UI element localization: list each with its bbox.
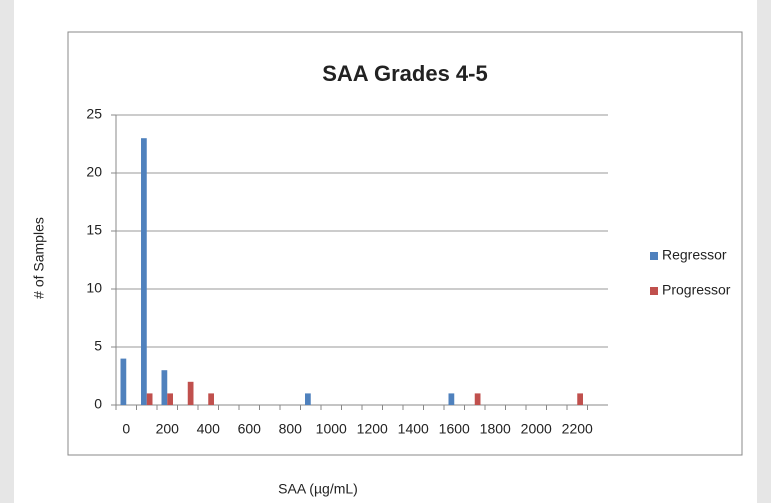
x-axis-label: SAA (µg/mL) — [278, 481, 358, 497]
bar — [120, 358, 127, 405]
y-tick-label: 20 — [86, 164, 102, 180]
bar — [305, 393, 311, 405]
x-tick-label: 1000 — [316, 421, 347, 437]
legend-label: Progressor — [662, 282, 731, 298]
y-tick-label: 10 — [86, 280, 102, 296]
chart-title: SAA Grades 4-5 — [322, 61, 487, 86]
y-axis-label: # of Samples — [31, 217, 47, 299]
x-tick-label: 1600 — [439, 421, 470, 437]
x-tick-label: 200 — [156, 421, 180, 437]
x-tick-label: 2000 — [521, 421, 552, 437]
bar — [448, 393, 455, 405]
legend-swatch — [650, 287, 658, 295]
y-tick-label: 15 — [86, 222, 102, 238]
y-tick-label: 5 — [94, 338, 102, 354]
bar — [474, 393, 481, 405]
bar — [167, 393, 173, 405]
bar — [577, 393, 583, 405]
chart-frame — [67, 31, 743, 456]
x-tick-label: 0 — [122, 421, 130, 437]
bar — [161, 370, 168, 405]
x-tick-label: 2200 — [562, 421, 593, 437]
x-tick-label: 1400 — [398, 421, 429, 437]
x-tick-label: 800 — [279, 421, 303, 437]
bar — [146, 393, 153, 405]
x-tick-label: 1800 — [480, 421, 511, 437]
legend-label: Regressor — [662, 247, 727, 263]
bar — [187, 381, 194, 405]
x-tick-label: 400 — [197, 421, 221, 437]
bar — [208, 393, 214, 405]
x-tick-label: 1200 — [357, 421, 388, 437]
bar — [141, 138, 147, 405]
x-tick-label: 600 — [238, 421, 262, 437]
y-tick-label: 0 — [94, 396, 102, 412]
y-tick-label: 25 — [86, 106, 102, 122]
legend-swatch — [650, 252, 658, 260]
